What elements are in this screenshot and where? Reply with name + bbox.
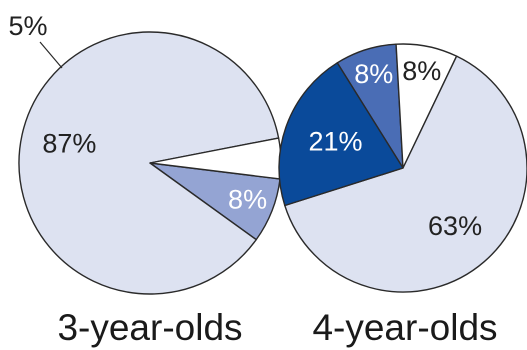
pie-slice-63 (284, 55, 527, 293)
leader-line (39, 41, 63, 69)
caption-4-year-olds: 4-year-olds (312, 307, 497, 348)
slice-label: 5% (8, 11, 47, 41)
pie-slice-21 (278, 62, 404, 207)
slice-label: 8% (354, 59, 393, 89)
pie-4-year-olds: 8% 8% 63% 21% (278, 43, 527, 293)
caption-3-year-olds: 3-year-olds (57, 307, 242, 348)
slice-label: 87% (42, 128, 96, 158)
slice-label: 8% (228, 184, 267, 214)
pie-3-year-olds: 8% 87% 5% (8, 11, 282, 295)
slice-label: 8% (402, 56, 441, 86)
slice-label: 63% (428, 211, 482, 241)
pie-slice-87 (18, 31, 280, 295)
slice-label: 21% (308, 126, 362, 156)
